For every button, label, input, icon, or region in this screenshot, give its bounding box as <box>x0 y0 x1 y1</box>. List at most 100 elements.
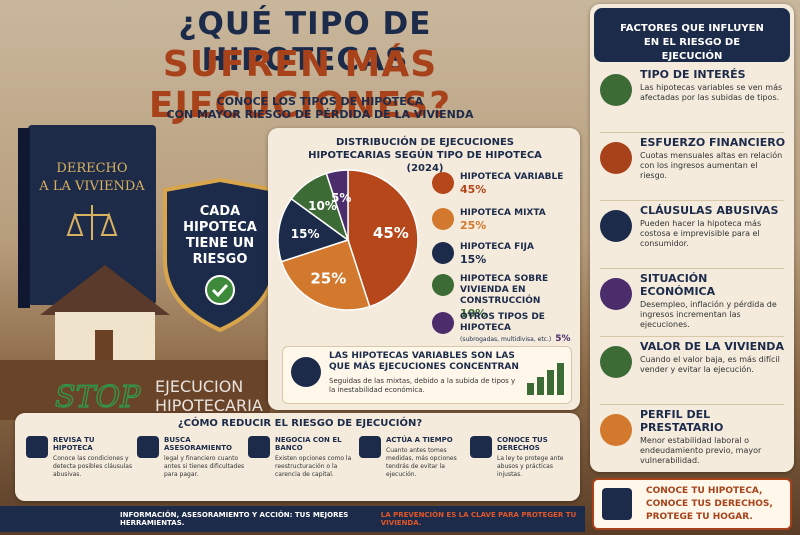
legend-text: HIPOTECA FIJA 15% <box>460 242 580 266</box>
legend-item: HIPOTECA MIXTA 25% <box>432 208 580 232</box>
legend-value: 45% <box>460 183 487 196</box>
factor: SITUACIÓN ECONÓMICA Desempleo, inflación … <box>600 272 786 330</box>
tip-icon <box>137 436 159 458</box>
stamp-text: HIPOTECARIA <box>155 396 263 415</box>
factor: TIPO DE INTERÉS Las hipotecas variables s… <box>600 68 786 106</box>
pie-slice <box>277 197 350 263</box>
tip-text: Cuanto antes tomes medidas, más opciones… <box>386 447 457 478</box>
tip-icon <box>359 436 381 458</box>
factor-title: CLÁUSULAS ABUSIVAS <box>640 204 779 217</box>
title-line-2: SUFREN MÁS EJECUCIONES? <box>148 44 452 126</box>
divider <box>600 404 784 405</box>
tip-body: REVISA TU HIPOTECA Conoce las condiciones… <box>53 436 134 479</box>
growth-icon <box>527 363 564 395</box>
slice-label: 5% <box>331 191 351 205</box>
tip-icon <box>26 436 48 458</box>
tip-body: BUSCA ASESORAMIENTO legal y financiero cu… <box>164 436 245 479</box>
tip-title: BUSCA ASESORAMIENTO <box>164 436 232 452</box>
tip-body: NEGOCIA CON EL BANCO Existen opciones com… <box>275 436 356 479</box>
footer-text: INFORMACIÓN, ASESORAMIENTO Y ACCIÓN: TUS… <box>120 511 349 527</box>
book-text: DERECHO <box>56 161 127 176</box>
check-icon <box>205 275 235 305</box>
factor-body: VALOR DE LA VIVIENDA Cuando el valor baja… <box>640 340 786 378</box>
book-text: A LA VIVIENDA <box>38 179 145 194</box>
shield <box>163 177 270 333</box>
legend-note-line: (subrogadas, multidivisa, etc.) 5% <box>460 334 580 344</box>
legend-swatch <box>432 172 454 194</box>
subtitle-line-1: CONOCE LOS TIPOS DE HIPOTECA <box>216 95 424 108</box>
factor: ESFUERZO FINANCIERO Cuotas mensuales alta… <box>600 136 786 181</box>
factor: PERFIL DEL PRESTATARIO Menor estabilidad … <box>600 408 786 466</box>
legend-value: 10% <box>460 307 487 320</box>
legend-text: HIPOTECA SOBRE VIVIENDA EN CONSTRUCCIÓN 1… <box>460 274 580 320</box>
legend-item: OTROS TIPOS DE HIPOTECA (subrogadas, mult… <box>432 312 580 344</box>
legend-name: HIPOTECA SOBRE VIVIENDA EN CONSTRUCCIÓN <box>460 274 549 306</box>
legend-swatch <box>432 242 454 264</box>
slice-label: 10% <box>308 199 337 213</box>
shield-text: TIENE UN <box>186 236 254 251</box>
title-line-1: ¿QUÉ TIPO DE HIPOTECAS <box>178 6 432 78</box>
factor-icon <box>600 414 632 446</box>
shield-text: CADA <box>200 204 240 219</box>
callout: LAS HIPOTECAS VARIABLES SON LAS QUE MÁS … <box>282 346 572 404</box>
scales-icon <box>66 205 118 240</box>
legend-item: HIPOTECA SOBRE VIVIENDA EN CONSTRUCCIÓN 1… <box>432 274 580 320</box>
legend-text: OTROS TIPOS DE HIPOTECA (subrogadas, mult… <box>460 312 580 344</box>
tip-title: CONOCE TUS DERECHOS <box>497 436 548 452</box>
slice-label: 25% <box>310 270 346 288</box>
legend-swatch <box>432 208 454 230</box>
tip-text: Existen opciones como la reestructuració… <box>275 455 352 478</box>
stamp-stop: STOP <box>55 380 141 415</box>
legend-text: HIPOTECA VARIABLE 45% <box>460 172 580 196</box>
factor-text: Las hipotecas variables se ven más afect… <box>640 83 783 102</box>
table <box>0 360 270 420</box>
tip-icon <box>248 436 270 458</box>
legend-name: HIPOTECA MIXTA <box>460 208 546 218</box>
legend-swatch <box>432 274 454 296</box>
legend-item: HIPOTECA FIJA 15% <box>432 242 580 266</box>
illustration: DERECHO A LA VIVIENDA CADA HIPOTECA TIEN… <box>0 125 270 420</box>
check-mark <box>211 283 229 298</box>
legend-name: HIPOTECA FIJA <box>460 242 534 252</box>
factor-body: ESFUERZO FINANCIERO Cuotas mensuales alta… <box>640 136 786 181</box>
legend-value: 15% <box>460 253 487 266</box>
slice-label: 45% <box>373 224 409 242</box>
factor-title: SITUACIÓN ECONÓMICA <box>640 272 716 298</box>
tip: BUSCA ASESORAMIENTO legal y financiero cu… <box>137 436 245 479</box>
tip-text: legal y financiero cuanto antes si tiene… <box>164 455 245 478</box>
slogan-box: CONOCE TU HIPOTECA, CONOCE TUS DERECHOS,… <box>592 478 792 530</box>
tip-body: CONOCE TUS DERECHOS La ley te protege ant… <box>497 436 578 479</box>
factor-icon <box>600 278 632 310</box>
legend-value: 5% <box>555 334 571 344</box>
subtitle-line-2: CON MAYOR RIESGO DE PÉRDIDA DE LA VIVIEN… <box>166 108 474 121</box>
tip-title: NEGOCIA CON EL BANCO <box>275 436 342 452</box>
slice-label: 15% <box>291 227 320 241</box>
tip-text: La ley te protege ante abusos y práctica… <box>497 455 564 478</box>
stamp-text: EJECUCION <box>155 377 243 396</box>
house-door <box>95 330 113 362</box>
callout-text: Seguidas de las mixtas, debido a la subi… <box>329 377 516 394</box>
legend-swatch <box>432 312 454 334</box>
legend-text: HIPOTECA MIXTA 25% <box>460 208 580 232</box>
factor-text: Desempleo, inflación y pérdida de ingres… <box>640 300 777 329</box>
family-icon <box>602 488 632 520</box>
callout-icon <box>291 357 321 387</box>
tip: NEGOCIA CON EL BANCO Existen opciones com… <box>248 436 356 479</box>
divider <box>600 336 784 337</box>
factor-title: PERFIL DEL PRESTATARIO <box>640 408 724 434</box>
legend-item: HIPOTECA VARIABLE 45% <box>432 172 580 196</box>
footer: INFORMACIÓN, ASESORAMIENTO Y ACCIÓN: TUS… <box>0 506 585 532</box>
factor-title: VALOR DE LA VIVIENDA <box>640 340 784 353</box>
factor-text: Cuotas mensuales altas en relación con l… <box>640 151 783 180</box>
tip: ACTÚA A TIEMPO Cuanto antes tomes medidas… <box>359 436 467 479</box>
legend-name: HIPOTECA VARIABLE <box>460 172 564 182</box>
factor-icon <box>600 142 632 174</box>
tip-text: Conoce las condiciones y detecta posible… <box>53 455 133 478</box>
factor-body: CLÁUSULAS ABUSIVAS Pueden hacer la hipote… <box>640 204 786 249</box>
legend-name: OTROS TIPOS DE HIPOTECA <box>460 312 545 333</box>
factor: CLÁUSULAS ABUSIVAS Pueden hacer la hipote… <box>600 204 786 249</box>
factor-body: PERFIL DEL PRESTATARIO Menor estabilidad … <box>640 408 786 466</box>
shield-text: HIPOTECA <box>183 220 257 235</box>
factor-text: Cuando el valor baja, es más difícil ven… <box>640 355 780 374</box>
factor-text: Menor estabilidad laboral o endeudamient… <box>640 436 762 465</box>
